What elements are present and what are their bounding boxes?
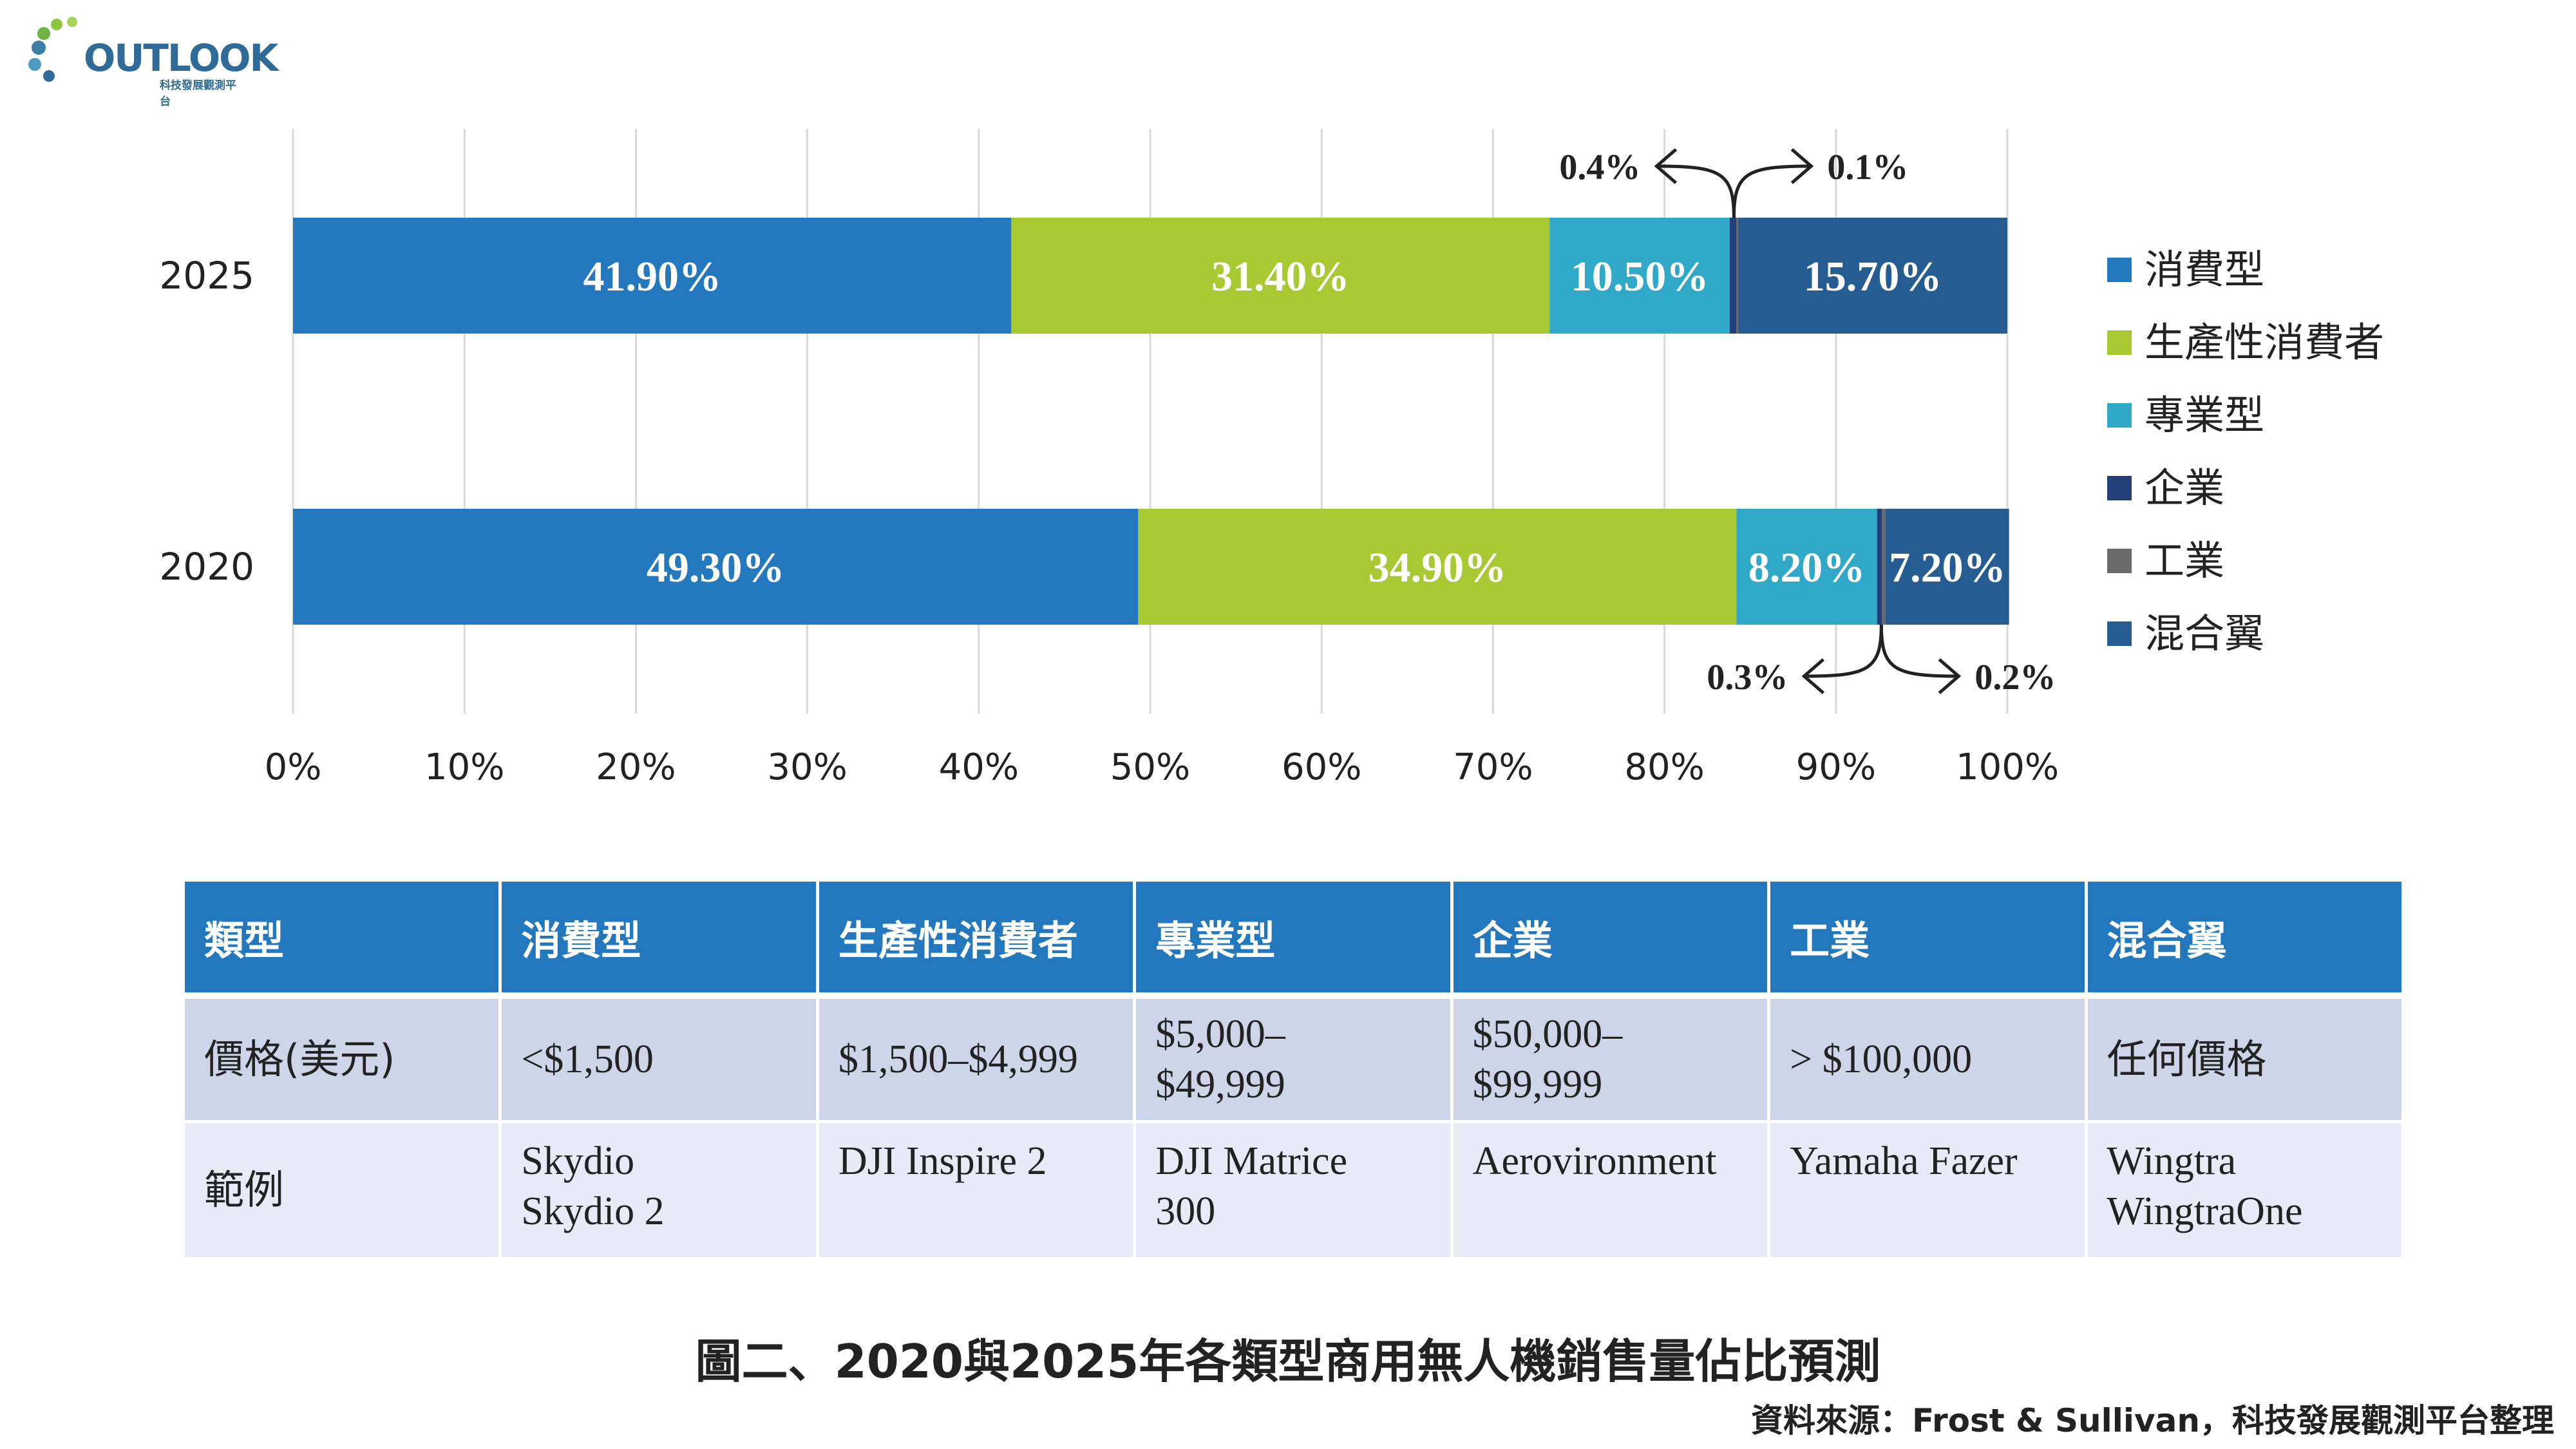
header-cell-industrial: 工業: [1767, 878, 2088, 999]
header-cell-type: 類型: [181, 878, 502, 999]
bar-segment: [1738, 218, 2007, 334]
bar-segment: [293, 509, 1139, 625]
callout-label: 0.1%: [1827, 147, 1908, 187]
price-cell-prosumer: $1,500–$4,999: [815, 994, 1137, 1123]
bars: 41.90% 31.40% 10.50% 15.70% 49.30% 34.90% 8.20…: [293, 218, 2009, 625]
callout-arrowhead-left: [1801, 658, 1824, 694]
x-tick-label: 40%: [939, 746, 1019, 788]
bar-value-label: 7.20%: [1889, 544, 2006, 591]
legend-swatch: [2107, 621, 2132, 646]
bar-segment: [293, 218, 1012, 334]
x-tick-label: 80%: [1624, 746, 1704, 788]
legend-swatch: [2107, 258, 2132, 282]
x-tick-label: 100%: [1956, 746, 2059, 788]
header-cell-professional: 專業型: [1133, 878, 1454, 999]
example-cell-enterprise: Aerovironment: [1450, 1120, 1771, 1260]
table-row-examples: 範例 Skydio Skydio 2 DJI Inspire 2 DJI Mat…: [181, 1120, 2405, 1260]
bar-segment: [1729, 218, 1737, 334]
bar-segment: [1885, 509, 2009, 625]
stacked-bar-chart: 41.90% 31.40% 10.50% 15.70% 49.30% 34.90% 8.20…: [159, 129, 2384, 788]
callout-arrow-right: [1879, 624, 1959, 678]
table-row-price: 價格(美元) <$1,500 $1,500–$4,999 $5,000– $49…: [181, 994, 2405, 1123]
bar-value-label: 10.50%: [1571, 253, 1709, 300]
bar-segment: [1882, 509, 1886, 625]
example-cell-hybrid: Wingtra WingtraOne: [2084, 1120, 2405, 1260]
x-axis-ticks: 0% 10% 20% 30% 40% 50% 60% 70% 80% 90% 100%: [265, 746, 2059, 788]
price-row-label: 價格(美元): [181, 994, 502, 1123]
figure-caption: 圖二、2020與2025年各類型商用無人機銷售量佔比預測: [695, 1334, 1881, 1388]
callout-arrow-right: [1732, 164, 1812, 218]
callout-arrowhead-left: [1654, 148, 1678, 184]
callout-arrow-left: [1804, 624, 1883, 678]
price-cell-consumer: <$1,500: [498, 994, 819, 1123]
category-label: 2025: [159, 254, 254, 298]
bar-segment: [1549, 218, 1730, 334]
callout-label: 0.3%: [1707, 658, 1788, 697]
header-cell-enterprise: 企業: [1450, 878, 1771, 999]
grid-lines: [292, 129, 2009, 714]
bar-segment: [1877, 509, 1882, 625]
callout-arrow-left: [1656, 164, 1736, 218]
legend-swatch: [2107, 403, 2132, 428]
category-label: 2020: [159, 545, 254, 589]
bar-segment: [1736, 509, 1877, 625]
bar-value-label: 31.40%: [1211, 253, 1350, 300]
bar-value-label: 15.70%: [1804, 253, 1942, 300]
callout-label: 0.4%: [1559, 147, 1640, 187]
x-tick-label: 90%: [1796, 746, 1876, 788]
x-tick-label: 20%: [596, 746, 676, 788]
header-cell-consumer: 消費型: [498, 878, 819, 999]
price-cell-enterprise: $50,000– $99,999: [1450, 994, 1771, 1123]
table-header-row: 類型 消費型 生產性消費者 專業型 企業 工業 混合翼: [181, 878, 2405, 999]
legend-swatch: [2107, 549, 2132, 573]
price-cell-professional: $5,000– $49,999: [1133, 994, 1454, 1123]
callout-label: 0.2%: [1975, 658, 2056, 697]
logo-wordmark: OUTLOOK: [84, 36, 278, 80]
legend-label: 混合翼: [2145, 610, 2264, 657]
bar-segment: [1138, 509, 1737, 625]
example-row-label: 範例: [181, 1120, 502, 1260]
legend-label: 企業: [2145, 464, 2224, 511]
legend-label: 工業: [2145, 537, 2224, 584]
header-cell-prosumer: 生產性消費者: [815, 878, 1137, 999]
legend-label: 生產性消費者: [2145, 319, 2384, 366]
legend-swatch: [2107, 330, 2132, 355]
category-labels: 2025 2020: [159, 254, 254, 589]
logo-subtitle: 科技發展觀測平台: [160, 79, 236, 108]
logo-emblem-icon: [28, 17, 77, 82]
x-tick-label: 50%: [1110, 746, 1190, 788]
source-note: 資料來源：Frost & Sullivan，科技發展觀測平台整理: [1751, 1402, 2554, 1439]
drone-type-table: 類型 消費型 生產性消費者 專業型 企業 工業 混合翼 價格(美元) <$1,5…: [181, 878, 2405, 1260]
bar-value-label: 49.30%: [647, 544, 785, 591]
x-tick-label: 0%: [265, 746, 322, 788]
legend-label: 消費型: [2145, 246, 2264, 293]
price-cell-hybrid: 任何價格: [2084, 994, 2405, 1123]
callout-arrowhead-right: [1790, 148, 1814, 184]
example-cell-prosumer: DJI Inspire 2: [815, 1120, 1137, 1260]
bar-value-label: 8.20%: [1748, 544, 1866, 591]
bar-value-label: 34.90%: [1368, 544, 1507, 591]
x-tick-label: 70%: [1453, 746, 1533, 788]
legend-label: 專業型: [2145, 392, 2264, 439]
header-cell-hybrid: 混合翼: [2084, 878, 2405, 999]
example-cell-consumer: Skydio Skydio 2: [498, 1120, 819, 1260]
price-cell-industrial: > $100,000: [1767, 994, 2088, 1123]
example-cell-professional: DJI Matrice 300: [1133, 1120, 1454, 1260]
x-tick-label: 10%: [424, 746, 504, 788]
callout-arrowhead-right: [1938, 658, 1962, 694]
example-cell-industrial: Yamaha Fazer: [1767, 1120, 2088, 1260]
x-tick-label: 30%: [767, 746, 847, 788]
bar-segment: [1736, 218, 1739, 334]
outlook-logo: OUTLOOK 科技發展觀測平台: [19, 9, 278, 108]
x-tick-label: 60%: [1282, 746, 1361, 788]
bar-segment: [1011, 218, 1550, 334]
bar-value-label: 41.90%: [583, 253, 721, 300]
legend-swatch: [2107, 476, 2132, 500]
small-share-callouts: 0.4% 0.1% 0.3% 0.2%: [1559, 147, 2056, 697]
